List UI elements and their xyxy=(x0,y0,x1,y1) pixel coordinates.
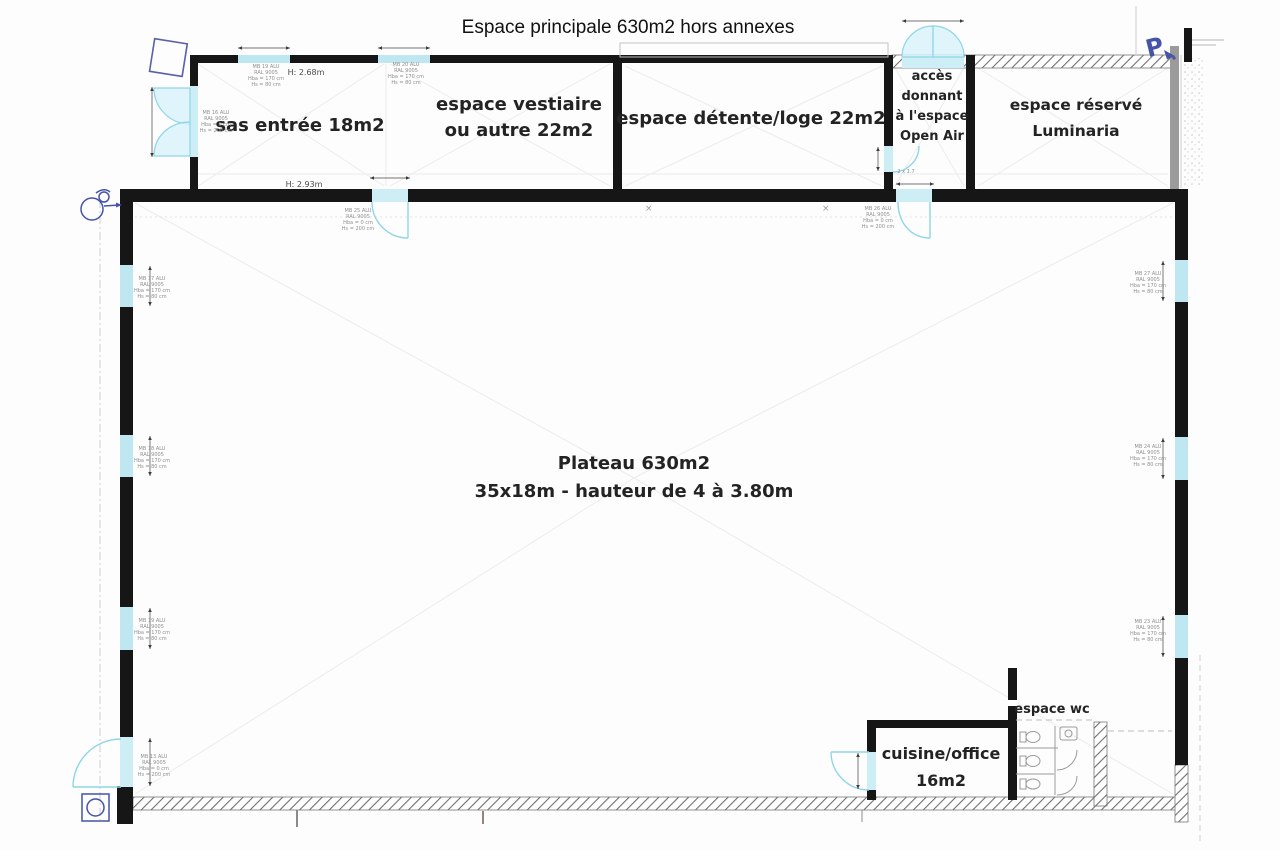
wc-hatched-wall xyxy=(1093,721,1108,807)
wc-left-wall xyxy=(1008,668,1017,800)
label-cuisine-line2: 16m2 xyxy=(916,771,966,790)
window-spec-annotation: MB 18 ALU RAL 9005 Hba = 170 cm Hs = 80 cm xyxy=(134,446,170,470)
window-spec-annotation: MB 20 ALU RAL 9005 Hba = 170 cm Hs = 80 cm xyxy=(388,62,424,86)
corridor-luminaria-wall xyxy=(966,55,975,202)
label-vestiaire-line1: espace vestiaire xyxy=(436,94,602,115)
label-detente: espace détente/loge 22m2 xyxy=(616,108,885,129)
label-acces-line2: donnant xyxy=(902,89,963,104)
left-door-sill xyxy=(120,737,133,787)
window-spec-annotation: MB 19 ALU RAL 9005 Hba = 170 cm Hs = 80 cm xyxy=(134,618,170,642)
plateau-door-sill xyxy=(372,189,408,202)
plateau-door-swing xyxy=(897,201,931,239)
window-spec-annotation: MB 17 ALU RAL 9005 Hba = 170 cm Hs = 80 cm xyxy=(134,276,170,300)
bottom-hatched-wall xyxy=(132,796,1189,811)
toilet xyxy=(1019,731,1041,743)
window-spec-annotation: MB 23 ALU RAL 9005 Hba = 170 cm Hs = 80 cm xyxy=(1130,619,1166,643)
luminaria-right-gray-wall xyxy=(1170,46,1179,202)
label-acces-line4: Open Air xyxy=(900,129,964,144)
sas-double-door-leaf xyxy=(153,87,191,125)
wc-door-swing xyxy=(1056,749,1078,771)
window-spec-annotation: MB 24 ALU RAL 9005 Hba = 170 cm Hs = 80 cm xyxy=(1130,444,1166,468)
window-spec-annotation: MB 16 ALU RAL 9005 Hba = 0 cm Hs = 208 cm xyxy=(200,110,233,134)
door-size-note: 2 x 1.7 xyxy=(897,169,914,175)
corridor-door-swing xyxy=(892,145,920,173)
window xyxy=(120,435,133,477)
label-plateau-line2: 35x18m - hauteur de 4 à 3.80m xyxy=(475,481,794,502)
corridor-door-sill xyxy=(884,146,893,172)
window-spec-annotation: MB 27 ALU RAL 9005 Hba = 170 cm Hs = 80 cm xyxy=(1130,271,1166,295)
pen-compass-mark xyxy=(80,189,122,221)
window xyxy=(238,55,290,63)
bottom-left-corner-block xyxy=(117,786,133,824)
window-spec-annotation: MB 25 ALU RAL 9005 Hba = 0 cm Hs = 200 cm xyxy=(342,208,375,232)
plateau-left-wall xyxy=(120,189,133,810)
window xyxy=(120,607,133,650)
label-plateau-line1: Plateau 630m2 xyxy=(558,453,710,474)
window-spec-annotation: MB 13 ALU RAL 9005 Hba = 0 cm Hs = 200 cm xyxy=(138,754,171,778)
dimension-lines xyxy=(148,19,1165,789)
label-acces-line3: à l'espace xyxy=(896,109,969,124)
window-spec-annotation: MB 19 ALU RAL 9005 Hba = 170 cm Hs = 80 cm xyxy=(248,64,284,88)
room-labels: Espace principale 630m2 hors annexes sas… xyxy=(215,17,1142,790)
pen-p-letter: P xyxy=(1143,32,1167,63)
page-title: Espace principale 630m2 hors annexes xyxy=(462,17,795,38)
pen-marks: P xyxy=(80,32,1176,822)
pen-square-circle-mark xyxy=(81,793,110,822)
cuisine-door-swing xyxy=(830,751,870,791)
window xyxy=(1175,615,1188,658)
wc-door-swing xyxy=(1056,775,1078,796)
toilet xyxy=(1019,755,1041,767)
exterior-texture xyxy=(1181,58,1205,186)
detente-corridor-wall xyxy=(884,55,893,202)
open-air-door-sill xyxy=(902,55,964,68)
window xyxy=(1175,437,1188,480)
window-spec-annotation: MB 26 ALU RAL 9005 Hba = 0 cm Hs = 200 cm xyxy=(862,206,895,230)
tick-mark: × xyxy=(822,204,830,214)
plateau-door-swing xyxy=(371,201,409,239)
tick-mark: × xyxy=(645,204,653,214)
toilet xyxy=(1019,778,1041,790)
door-swings xyxy=(72,25,965,791)
plateau-top-wall xyxy=(120,189,1188,202)
height-note-bottom: H: 2.93m xyxy=(286,180,323,189)
window xyxy=(1175,260,1188,302)
construction-lines xyxy=(99,63,1201,845)
pen-square-mark xyxy=(148,37,189,78)
spec-annotations: MB 19 ALU RAL 9005 Hba = 170 cm Hs = 80 cm M… xyxy=(134,62,1166,778)
height-note-top: H: 2.68m xyxy=(288,68,325,77)
sas-entry-door-sill xyxy=(190,86,198,157)
sas-double-door-leaf xyxy=(153,121,191,157)
survey-ticks: × × xyxy=(296,6,1224,827)
open-air-double-door-leaf xyxy=(901,25,934,58)
windows xyxy=(120,55,1188,790)
label-sas-entree: sas entrée 18m2 xyxy=(215,115,384,136)
sink xyxy=(1059,726,1078,741)
cuisine-top-wall xyxy=(867,720,1017,728)
cuisine-door-sill xyxy=(867,752,876,790)
label-cuisine-line1: cuisine/office xyxy=(882,744,1001,763)
top-rooms-top-wall xyxy=(190,55,892,63)
open-air-double-door-leaf xyxy=(932,25,965,58)
right-hatched-wall xyxy=(1174,764,1189,823)
wc-fixtures xyxy=(1016,719,1172,796)
left-exit-door-swing xyxy=(72,738,122,788)
label-luminaria-line2: Luminaria xyxy=(1032,122,1119,140)
plateau-door-sill xyxy=(896,189,932,202)
window xyxy=(120,265,133,307)
awning-outline xyxy=(619,42,889,58)
vestiaire-detente-wall xyxy=(613,55,622,202)
label-luminaria-line1: espace réservé xyxy=(1010,96,1143,114)
label-vestiaire-line2: ou autre 22m2 xyxy=(445,120,594,141)
label-espace-wc: espace wc xyxy=(1014,702,1089,717)
pen-p-mark: P xyxy=(1143,32,1176,63)
top-right-wall-stub xyxy=(1184,28,1192,62)
window xyxy=(378,55,430,63)
label-acces-line1: accès xyxy=(912,69,953,84)
